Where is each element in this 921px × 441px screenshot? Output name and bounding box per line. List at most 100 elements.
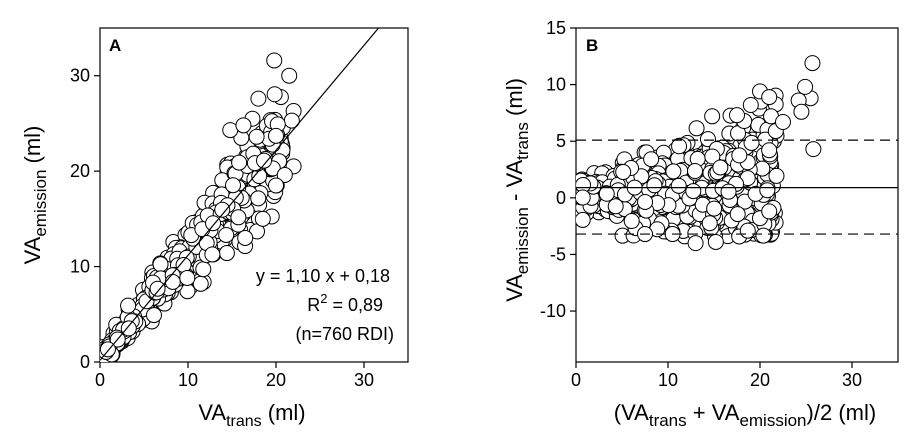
scatter-point [149, 280, 166, 297]
scatter-point [706, 200, 723, 217]
scatter-point [742, 96, 759, 113]
scatter-point [729, 107, 745, 124]
panel-a-regression-line [100, 28, 380, 361]
scatter-point [637, 193, 654, 210]
scatter-point [761, 89, 778, 106]
scatter-point [250, 90, 267, 107]
panel-b-x-axis-label: (VAtrans + VAemission)/2 (ml) [614, 400, 876, 430]
panel-b-y-tick-label: 0 [556, 188, 566, 208]
panel-b-label: B [586, 36, 598, 55]
scatter-point [743, 134, 760, 151]
scatter-point [665, 163, 682, 180]
scatter-point [731, 147, 748, 164]
panel-b-points [576, 55, 822, 252]
scatter-point [237, 229, 254, 246]
scatter-point [192, 275, 209, 292]
scatter-point [576, 189, 591, 206]
scatter-point [759, 182, 776, 199]
scatter-point [230, 209, 247, 226]
scatter-point [687, 162, 704, 179]
scatter-point [687, 235, 704, 252]
scatter-point [646, 177, 663, 194]
scatter-point [761, 142, 778, 159]
scatter-point [797, 78, 814, 95]
scatter-point [793, 103, 810, 120]
scatter-point [204, 246, 221, 263]
scatter-point [195, 261, 212, 278]
regression-equation: y = 1,10 x + 0,18 [256, 266, 390, 286]
scatter-point [218, 245, 235, 262]
panel-a-x-tick-label: 30 [354, 370, 374, 390]
scatter-point [805, 141, 822, 158]
panel-a-plot-frame [99, 27, 409, 363]
panel-b-y-tick-label: -10 [540, 301, 566, 321]
scatter-point [281, 67, 298, 84]
scatter-point [685, 183, 702, 200]
r2-prefix: R [307, 295, 320, 315]
panel-b: 0 10 20 30 -10 -5 0 5 10 15 B (VAtrans + VAemissi… [502, 18, 899, 430]
scatter-point [707, 233, 724, 250]
panel-b-x-tick-label: 10 [658, 370, 678, 390]
scatter-point [671, 138, 688, 155]
r2-value: = 0,89 [327, 295, 383, 315]
panel-a-y-axis-label: VAemission (ml) [20, 126, 50, 265]
scatter-point [704, 108, 721, 125]
scatter-point [576, 211, 591, 228]
scatter-point [276, 166, 293, 183]
scatter-point [712, 159, 729, 176]
panel-b-x-tick-label: 0 [571, 370, 581, 390]
panel-b-x-tick-label: 20 [750, 370, 770, 390]
scatter-point [688, 120, 705, 137]
scatter-point [225, 177, 242, 194]
panel-b-y-tick-label: 5 [556, 131, 566, 151]
panel-a-y-tick-label: 0 [80, 352, 90, 372]
scatter-point [250, 190, 267, 207]
panel-a-ticks: 0 10 20 30 0 10 20 30 [70, 66, 374, 390]
panel-b-y-tick-label: -5 [550, 244, 566, 264]
scatter-point [248, 128, 265, 145]
scatter-point [598, 185, 615, 202]
scatter-point [254, 210, 271, 227]
scatter-point [739, 222, 756, 239]
scatter-point [120, 320, 137, 337]
scatter-point [214, 201, 231, 218]
panel-a-x-axis-label: VAtrans (ml) [198, 400, 305, 430]
scatter-point [623, 213, 640, 230]
scatter-point [266, 52, 283, 69]
scatter-point [775, 113, 791, 130]
scatter-point [761, 203, 778, 220]
scatter-point [231, 154, 248, 171]
scatter-point [145, 307, 162, 324]
scatter-point [266, 86, 283, 103]
scatter-point [218, 226, 235, 243]
r2-exponent: 2 [320, 291, 327, 306]
scatter-point [256, 152, 273, 169]
scatter-point [615, 164, 632, 181]
scatter-point [607, 198, 624, 215]
panel-a-label: A [109, 36, 121, 55]
scatter-point [164, 273, 181, 290]
panel-a-x-tick-label: 10 [178, 370, 198, 390]
panel-a-y-tick-label: 10 [70, 257, 90, 277]
sample-size-text: (n=760 RDI) [295, 324, 394, 344]
scatter-point [720, 183, 737, 200]
panel-a-y-tick-label: 30 [70, 66, 90, 86]
scatter-point [268, 177, 284, 194]
scatter-point [736, 193, 753, 210]
scatter-point [120, 297, 137, 314]
panel-b-ticks: 0 10 20 30 -10 -5 0 5 10 15 [540, 18, 862, 390]
scatter-point [701, 215, 718, 232]
scatter-point [205, 215, 222, 232]
scatter-point [729, 206, 746, 223]
scatter-point [152, 256, 169, 273]
scatter-point [179, 269, 196, 286]
panel-a-x-tick-label: 0 [95, 370, 105, 390]
scatter-point [804, 55, 821, 72]
panel-b-y-tick-label: 15 [546, 18, 566, 38]
scatter-point [768, 167, 785, 184]
panel-b-x-tick-label: 30 [842, 370, 862, 390]
scatter-point [235, 117, 252, 134]
scatter-point [670, 177, 687, 194]
panel-a: 0 10 20 30 0 10 20 30 A y = 1,10 x + 0,18 R2 = … [20, 27, 409, 430]
